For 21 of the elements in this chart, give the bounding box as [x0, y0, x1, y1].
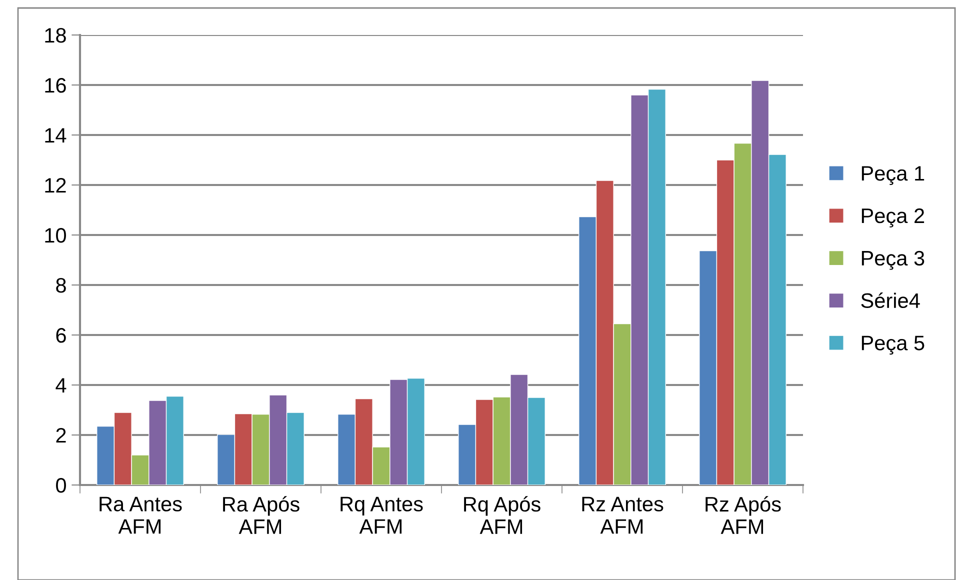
legend-label: Série4	[861, 292, 920, 308]
x-tick-label: Rq Após AFM	[464, 496, 540, 534]
y-tick-label: 2	[56, 428, 66, 443]
x-tick-label: Ra Antes AFM	[100, 496, 182, 534]
y-tick-label: 12	[45, 178, 66, 193]
y-tick-label: 16	[45, 78, 66, 93]
y-tick-label: 10	[45, 228, 66, 243]
x-tick-label: Rz Antes AFM	[582, 496, 664, 534]
y-tick-label: 6	[56, 328, 66, 343]
x-tick-label: Rq Antes AFM	[340, 496, 423, 534]
y-tick-label: 4	[56, 378, 66, 393]
legend-label: Peça 2	[862, 208, 924, 228]
legend-label: Peça 5	[862, 336, 924, 355]
y-tick-label: 18	[45, 28, 66, 43]
legend-label: Peça 1	[862, 166, 924, 185]
legend-label: Peça 3	[862, 250, 924, 270]
y-tick-label: 0	[56, 478, 66, 493]
y-tick-label: 8	[56, 278, 66, 293]
y-tick-label: 14	[45, 128, 66, 143]
x-tick-label: Rz Após AFM	[706, 496, 781, 534]
x-tick-label: Ra Após AFM	[223, 496, 300, 534]
